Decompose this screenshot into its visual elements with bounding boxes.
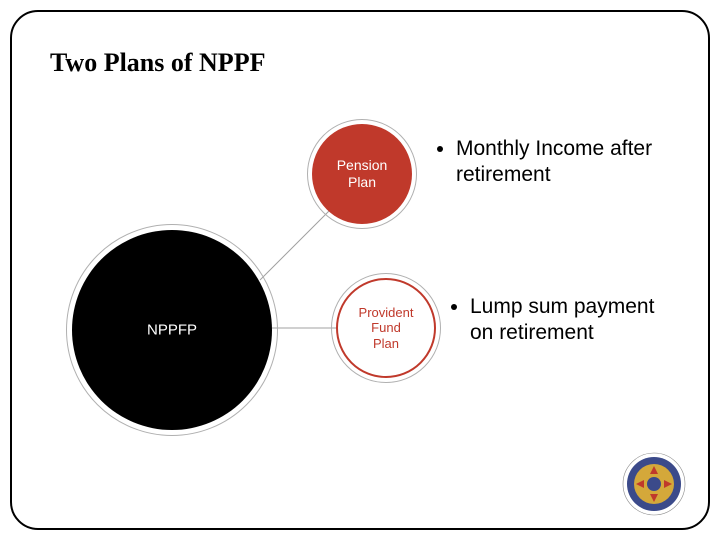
nppfp-label: NPPFP [72, 322, 272, 339]
nppf-logo-icon [622, 452, 686, 516]
nppfp-circle: NPPFP [72, 230, 272, 430]
pension-circle: PensionPlan [312, 124, 412, 224]
provident-label: ProvidentFundPlan [359, 305, 414, 352]
pension-label: PensionPlan [337, 157, 388, 191]
pension-bullet: Monthly Income after retirement [438, 136, 658, 189]
provident-circle: ProvidentFundPlan [336, 278, 436, 378]
slide-title: Two Plans of NPPF [50, 48, 265, 78]
provident-bullet: Lump sum payment on retirement [452, 294, 662, 347]
